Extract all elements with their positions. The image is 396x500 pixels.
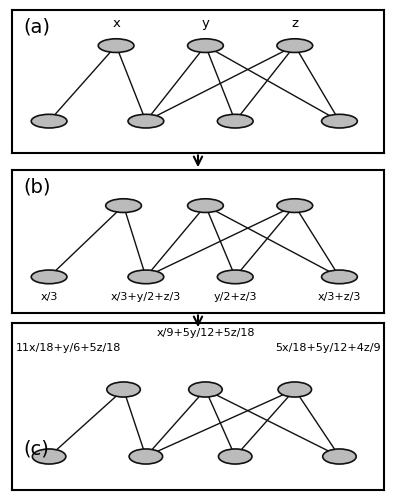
Text: y: y — [202, 17, 209, 30]
Circle shape — [322, 114, 357, 128]
Circle shape — [217, 114, 253, 128]
Text: x: x — [112, 17, 120, 30]
Circle shape — [323, 449, 356, 464]
Circle shape — [106, 199, 141, 212]
Circle shape — [277, 39, 313, 52]
Circle shape — [219, 449, 252, 464]
Circle shape — [107, 382, 140, 397]
Circle shape — [278, 382, 312, 397]
Circle shape — [188, 199, 223, 212]
Circle shape — [128, 114, 164, 128]
Circle shape — [277, 199, 313, 212]
Circle shape — [188, 39, 223, 52]
Circle shape — [129, 449, 163, 464]
Circle shape — [31, 270, 67, 283]
Circle shape — [98, 39, 134, 52]
Text: y/2+z/3: y/2+z/3 — [213, 292, 257, 302]
Circle shape — [189, 382, 222, 397]
Circle shape — [217, 270, 253, 283]
Text: (c): (c) — [23, 440, 49, 459]
Text: 11x/18+y/6+5z/18: 11x/18+y/6+5z/18 — [15, 342, 121, 352]
Text: 5x/18+5y/12+4z/9: 5x/18+5y/12+4z/9 — [275, 342, 381, 352]
Text: x/3+z/3: x/3+z/3 — [318, 292, 361, 302]
Text: (b): (b) — [23, 177, 51, 196]
Circle shape — [31, 114, 67, 128]
Text: x/3: x/3 — [40, 292, 58, 302]
Text: (a): (a) — [23, 17, 50, 36]
Text: x/9+5y/12+5z/18: x/9+5y/12+5z/18 — [156, 328, 255, 338]
Text: x/3+y/2+z/3: x/3+y/2+z/3 — [111, 292, 181, 302]
Circle shape — [32, 449, 66, 464]
Circle shape — [322, 270, 357, 283]
Circle shape — [128, 270, 164, 283]
Text: z: z — [291, 17, 298, 30]
